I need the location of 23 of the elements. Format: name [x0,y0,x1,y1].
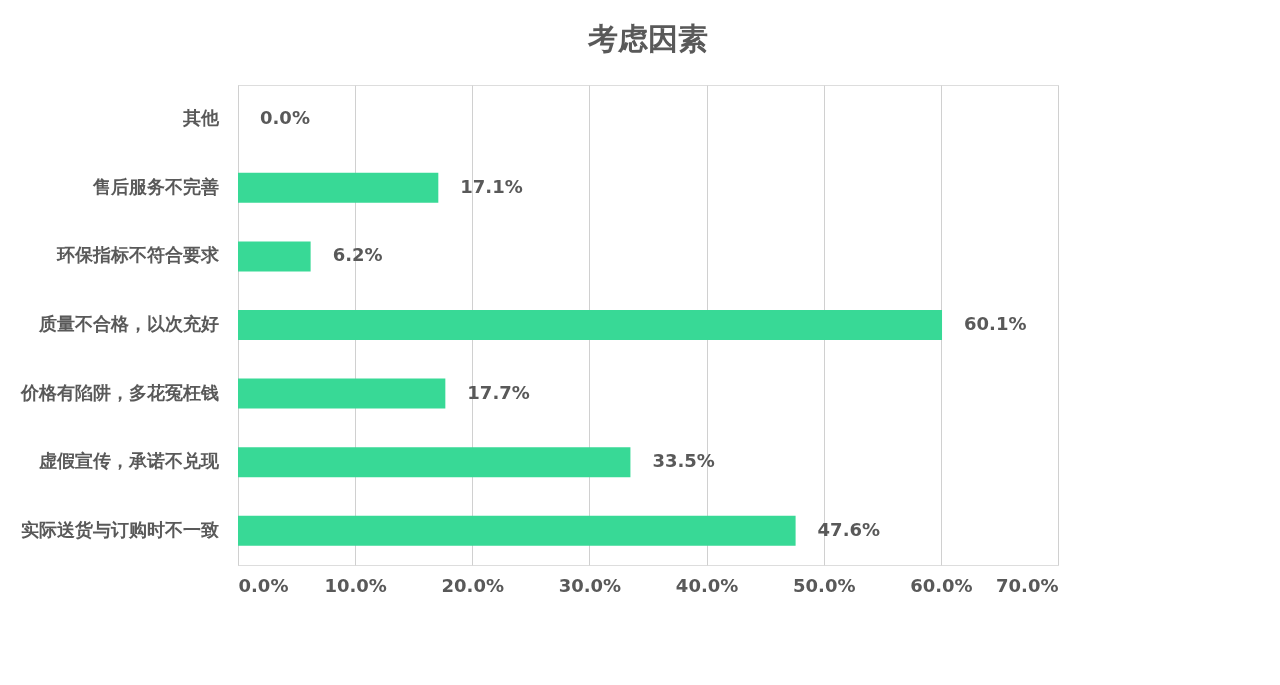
chart-title: 考虑因素 [587,21,708,56]
data-label: 6.2% [332,244,383,266]
y-tick-label: 售后服务不完善 [91,175,219,197]
y-tick-label: 实际送货与订购时不一致 [20,518,219,540]
x-tick-label: 60.0% [910,574,973,596]
data-label: 33.5% [652,450,715,472]
y-tick-label: 其他 [181,107,220,129]
data-label: 60.1% [964,313,1027,334]
x-tick-label: 10.0% [324,574,387,596]
data-label: 0.0% [260,107,310,129]
x-tick-label: 20.0% [441,574,505,596]
x-tick-label: 70.0% [996,574,1059,596]
y-tick-label: 虚假宣传，承诺不兑现 [37,450,220,472]
x-tick-label: 0.0% [238,574,289,596]
x-tick-label: 50.0% [792,574,856,596]
x-tick-label: 40.0% [675,574,739,596]
y-tick-label: 质量不合格，以次充好 [37,313,219,334]
data-label: 17.1% [460,175,523,197]
x-tick-label: 30.0% [558,574,622,596]
data-label: 47.6% [817,518,881,540]
data-label: 17.7% [467,381,530,403]
y-tick-label: 价格有陷阱，多花冤枉钱 [19,381,219,403]
y-tick-label: 环保指标不符合要求 [55,244,220,266]
